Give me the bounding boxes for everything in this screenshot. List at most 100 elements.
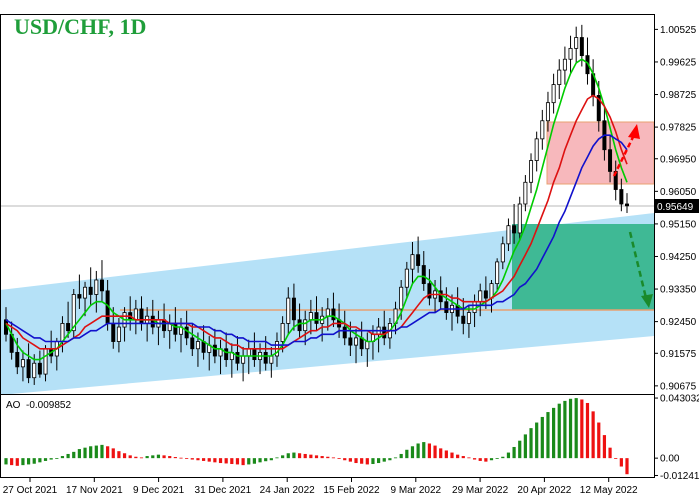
candles-group xyxy=(4,24,630,385)
ao-bar xyxy=(60,456,65,459)
candle xyxy=(517,196,522,241)
time-axis: 27 Oct 2021 17 Nov 2021 9 Dec 2021 31 Dec 2… xyxy=(3,478,638,496)
ao-bar xyxy=(439,448,443,459)
ao-bar xyxy=(495,458,499,459)
ao-bar xyxy=(574,398,578,459)
ao-bar xyxy=(314,455,319,459)
ao-bar xyxy=(55,458,59,459)
ao-bar xyxy=(117,451,121,459)
ao-bar xyxy=(501,456,505,459)
candle xyxy=(421,251,426,291)
ao-bar xyxy=(597,422,601,459)
ao-bar xyxy=(213,458,217,463)
ao-bar xyxy=(393,457,398,459)
ao-bar xyxy=(111,448,115,459)
ao-bar xyxy=(83,447,87,459)
candle xyxy=(540,109,545,150)
ao-bar xyxy=(557,403,561,459)
ao-bar xyxy=(360,458,364,464)
ao-bar xyxy=(258,458,262,463)
candle xyxy=(483,276,488,309)
candle xyxy=(20,350,25,382)
ao-bar xyxy=(518,440,522,459)
ao-bar xyxy=(568,398,573,459)
ao-bar xyxy=(196,458,200,461)
candle xyxy=(619,178,624,212)
ao-bar xyxy=(326,456,330,459)
ao-bar xyxy=(286,453,290,459)
candle xyxy=(585,37,590,85)
price-tick-label: 1.00525 xyxy=(660,25,697,36)
price-tick-label: 0.94250 xyxy=(660,252,697,263)
ao-bar xyxy=(185,458,189,459)
candle xyxy=(77,274,82,309)
ao-bar xyxy=(489,458,494,461)
price-tick-label: 0.99625 xyxy=(660,57,697,68)
ao-bar xyxy=(145,456,149,459)
ao-bar xyxy=(15,458,19,466)
ao-bar xyxy=(540,416,544,459)
candle xyxy=(506,218,511,252)
ao-bar xyxy=(297,453,302,459)
ao-bar xyxy=(162,455,166,459)
ao-bar xyxy=(201,458,206,461)
price-tick-label: 0.92450 xyxy=(660,317,697,328)
candle xyxy=(562,46,567,85)
ao-bar xyxy=(382,458,386,462)
candle xyxy=(551,73,556,114)
ao-bar xyxy=(252,458,256,464)
ao-bar xyxy=(608,447,612,459)
candle xyxy=(331,292,336,328)
candle xyxy=(461,298,466,335)
ao-bar xyxy=(207,458,211,462)
price-tick-label: 0.96950 xyxy=(660,154,697,165)
ao-bar xyxy=(371,458,375,465)
candle xyxy=(286,287,291,335)
ao-bar xyxy=(292,452,296,459)
ao-bar xyxy=(399,453,403,459)
ao-bar xyxy=(523,434,527,459)
ao-bar xyxy=(128,455,132,459)
ma-fast-line xyxy=(5,58,628,361)
arrow-down-icon xyxy=(628,231,653,308)
ao-bar xyxy=(77,449,81,459)
time-tick-label: 31 Dec 2021 xyxy=(195,485,252,496)
ao-bar xyxy=(89,446,93,459)
ao-tick-label: 0.043032 xyxy=(660,394,699,405)
ao-bar xyxy=(535,422,539,459)
candle xyxy=(66,301,71,338)
price-tick-label: 0.93350 xyxy=(660,285,697,296)
candle xyxy=(557,59,562,100)
ao-bar xyxy=(529,428,533,459)
ao-bar xyxy=(235,458,240,465)
ao-axis: 0.043032 0.00 -0.012411 xyxy=(654,394,699,482)
ao-bar xyxy=(422,442,426,459)
ao-bar xyxy=(21,458,25,466)
time-tick-label: 9 Mar 2022 xyxy=(391,485,442,496)
ao-bar xyxy=(43,458,48,461)
time-tick-label: 17 Nov 2021 xyxy=(66,485,123,496)
price-tick-label: 0.97825 xyxy=(660,123,697,134)
price-tick-label: 0.96050 xyxy=(660,187,697,198)
ao-bar xyxy=(444,450,448,459)
chart-title: USD/CHF, 1D xyxy=(14,14,146,39)
ao-bar xyxy=(281,455,285,459)
candle xyxy=(512,204,517,244)
price-tick-label: 0.95150 xyxy=(660,219,697,230)
candle xyxy=(591,59,596,107)
ao-bar xyxy=(179,457,183,459)
ao-bar xyxy=(49,458,53,460)
candle xyxy=(99,260,104,302)
ao-bar xyxy=(100,444,104,459)
ao-bar xyxy=(456,454,460,459)
candle xyxy=(26,343,31,384)
candle xyxy=(94,270,99,313)
ao-bar xyxy=(218,458,223,464)
candle xyxy=(534,131,539,172)
ao-bar xyxy=(433,445,437,459)
candle xyxy=(342,310,347,346)
candle xyxy=(545,91,550,132)
price-channel xyxy=(0,213,654,395)
price-tick-label: 0.90675 xyxy=(660,381,697,392)
